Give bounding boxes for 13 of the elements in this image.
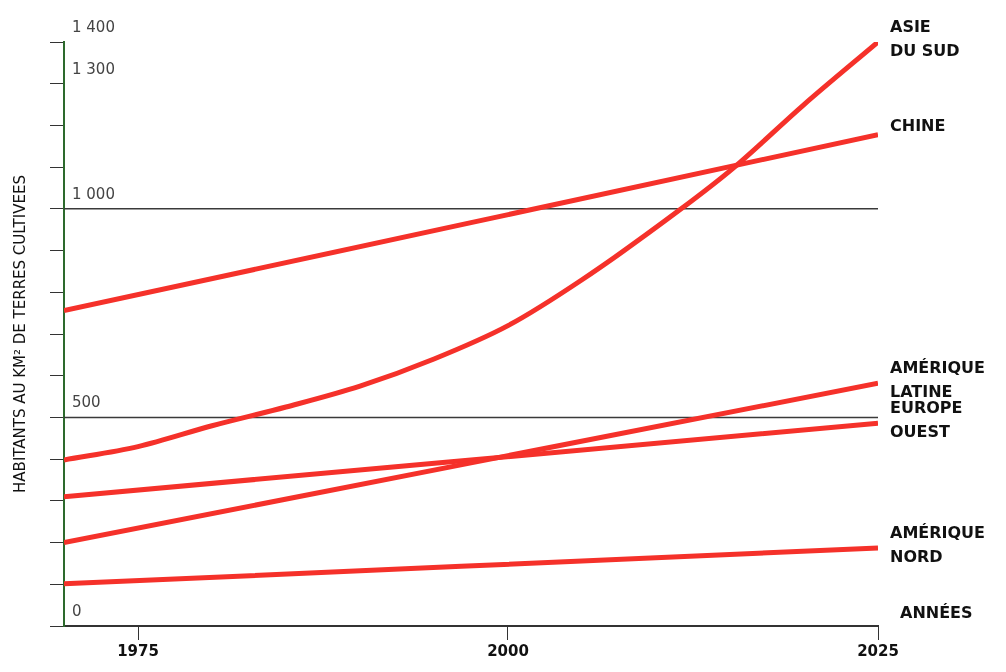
y-tick-label: 500 (72, 393, 101, 412)
series-label: ASIE DU SUD (890, 17, 960, 61)
y-tick-label: 1 300 (72, 59, 115, 78)
series-label: AMÉRIQUE NORD (890, 523, 986, 567)
y-tick-label: 0 (72, 601, 82, 620)
series-label: CHINE (890, 115, 946, 135)
x-axis-title: ANNÉES (900, 603, 973, 623)
y-axis-title: HABITANTS AU KM² DE TERRES CULTIVEES (10, 175, 29, 493)
x-tick-label: 2000 (487, 641, 529, 660)
y-tick-label: 1 400 (72, 17, 115, 36)
x-tick-label: 1975 (117, 641, 159, 660)
x-tick-label: 2025 (857, 641, 899, 660)
y-tick-label: 1 000 (72, 184, 115, 203)
